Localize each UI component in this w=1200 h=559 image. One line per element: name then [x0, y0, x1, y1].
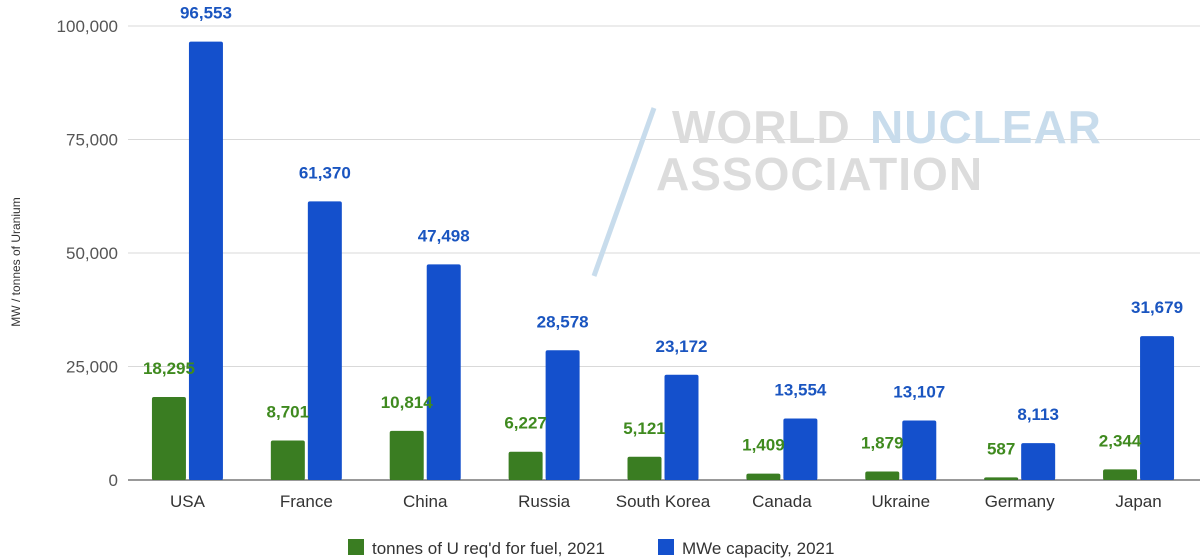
watermark-word-world: WORLD	[672, 101, 851, 153]
bar	[426, 264, 461, 480]
legend-label-uranium: tonnes of U req'd for fuel, 2021	[372, 539, 605, 558]
x-tick-label: Russia	[518, 492, 571, 511]
bar	[270, 440, 305, 480]
bar	[545, 350, 580, 480]
data-label: 31,679	[1131, 298, 1183, 317]
y-tick-label: 100,000	[57, 17, 118, 36]
y-tick-label: 75,000	[66, 131, 118, 150]
legend-label-capacity: MWe capacity, 2021	[682, 539, 834, 558]
legend: tonnes of U req'd for fuel, 2021 MWe cap…	[348, 539, 834, 558]
bar	[151, 396, 186, 480]
x-axis: USA France China Russia South Korea Canada Ukr…	[170, 492, 1162, 511]
data-label: 13,107	[893, 382, 945, 401]
bar	[984, 477, 1019, 480]
watermark-word-nuclear: NUCLEAR	[870, 101, 1102, 153]
bars	[151, 41, 1175, 481]
data-label: 8,113	[1017, 405, 1059, 424]
gridlines	[128, 25, 1200, 481]
bar	[664, 374, 699, 480]
data-label: 61,370	[299, 163, 351, 182]
legend-swatch-uranium	[348, 539, 364, 555]
bar	[627, 456, 662, 480]
data-label: 8,701	[267, 402, 310, 421]
bar	[746, 473, 781, 480]
x-tick-label: USA	[170, 492, 206, 511]
bar	[1021, 443, 1056, 480]
data-labels: 18,295 96,553 8,701 61,370 10,814 47,498 6,227…	[143, 4, 1183, 459]
x-tick-label: Ukraine	[871, 492, 930, 511]
y-tick-label: 50,000	[66, 244, 118, 263]
y-axis: 0 25,000 50,000 75,000 100,000	[57, 17, 118, 490]
data-label: 5,121	[623, 419, 666, 438]
data-label: 1,879	[861, 433, 904, 452]
data-label: 13,554	[774, 380, 827, 399]
x-tick-label: South Korea	[616, 492, 711, 511]
bar	[1103, 469, 1138, 480]
data-label: 587	[987, 439, 1015, 458]
data-label: 1,409	[742, 436, 785, 455]
data-label: 2,344	[1099, 431, 1142, 450]
data-label: 28,578	[537, 312, 589, 331]
y-tick-label: 0	[109, 471, 118, 490]
bar	[865, 471, 900, 480]
data-label: 47,498	[418, 226, 470, 245]
bar	[902, 420, 937, 480]
legend-swatch-capacity	[658, 539, 674, 555]
bar	[508, 451, 543, 480]
bar	[307, 201, 342, 481]
bar	[188, 41, 223, 480]
x-tick-label: Japan	[1115, 492, 1161, 511]
bar	[389, 430, 424, 480]
data-label: 23,172	[656, 337, 708, 356]
y-tick-label: 25,000	[66, 358, 118, 377]
x-tick-label: Germany	[985, 492, 1055, 511]
x-tick-label: Canada	[752, 492, 812, 511]
x-tick-label: France	[280, 492, 333, 511]
watermark-word-association: ASSOCIATION	[656, 148, 983, 200]
watermark: WORLD NUCLEAR ASSOCIATION	[591, 101, 1102, 277]
watermark-slash	[591, 107, 657, 277]
data-label: 18,295	[143, 359, 195, 378]
y-axis-label: MW / tonnes of Uranium	[9, 197, 23, 326]
data-label: 6,227	[504, 414, 547, 433]
x-tick-label: China	[403, 492, 448, 511]
bar	[1140, 336, 1175, 480]
bar	[783, 418, 818, 480]
data-label: 96,553	[180, 4, 232, 23]
data-label: 10,814	[381, 393, 434, 412]
